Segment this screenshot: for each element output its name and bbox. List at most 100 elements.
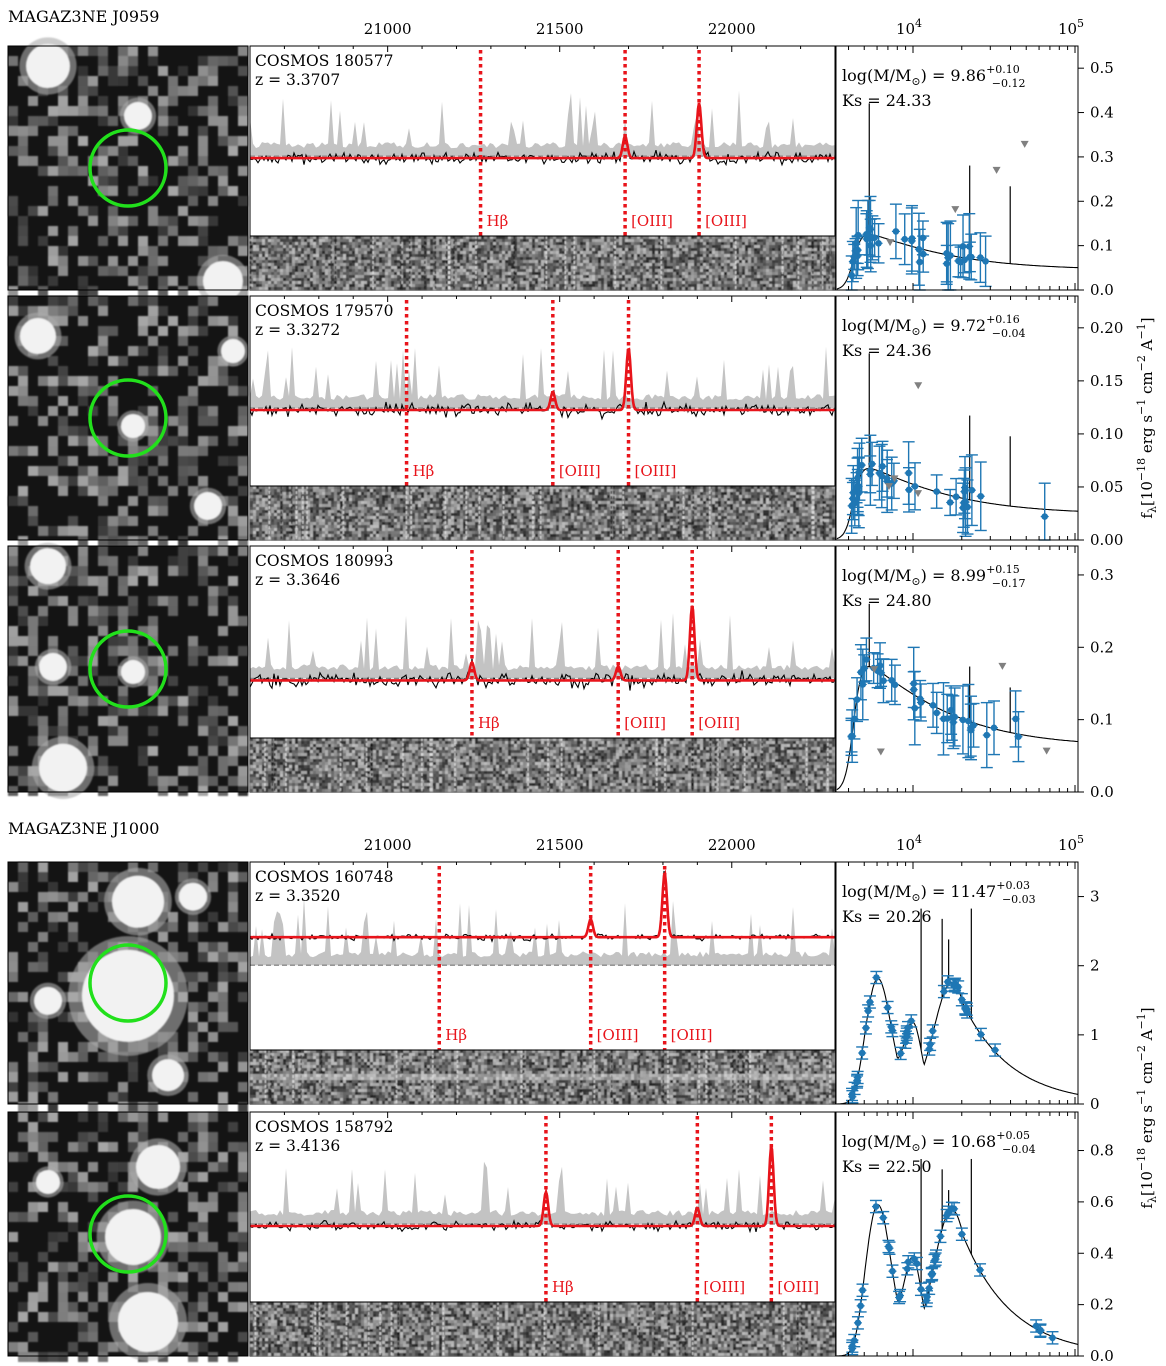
model-fit: [250, 605, 835, 682]
image-cutout: [7, 37, 249, 379]
sed-upper-limit: [914, 490, 923, 498]
model-fit: [250, 347, 835, 412]
sed-photometry-point: [858, 654, 871, 683]
sed-photometry-point: [974, 461, 987, 532]
sed-y-tick-label: 0.4: [1090, 1244, 1114, 1262]
sed-photometry-point: [925, 1267, 938, 1281]
source-id: COSMOS 160748: [255, 868, 393, 886]
emission-line-label: [OIII]: [597, 1026, 639, 1044]
sed-photometry-point: [846, 709, 859, 764]
sed-photometry-point: [873, 445, 886, 501]
sed-photometry-point: [944, 488, 957, 517]
sed-y-tick-label: 0.00: [1090, 531, 1123, 549]
wavelength-tick-label: 21000: [364, 836, 412, 854]
sed-photometry-point: [846, 1087, 859, 1102]
emission-line-label: Hβ: [445, 1026, 467, 1044]
sed-y-tick-label: 0.8: [1090, 1142, 1114, 1160]
sed-wavelength-tick-label: 105: [1058, 17, 1084, 38]
model-fit: [250, 102, 835, 160]
sed-photometry-point: [850, 471, 863, 504]
sed-y-tick-label: 0.4: [1090, 104, 1114, 122]
sed-photometry-point: [876, 440, 889, 492]
sed-photometry-point: [926, 1024, 939, 1038]
sed-photometry-point: [920, 1290, 933, 1304]
sed-photometry-point: [988, 700, 1001, 756]
sed-upper-limit: [1042, 747, 1051, 755]
sed-photometry-point: [955, 1227, 968, 1242]
emission-line-label: [OIII]: [631, 212, 673, 230]
2d-spectrum: [249, 235, 835, 290]
emission-line-label: Hβ: [413, 462, 435, 480]
group-title-j1000: MAGAZ3NE J1000: [8, 819, 159, 838]
sed-photometry-point: [847, 464, 860, 521]
sed-photometry-point: [872, 223, 885, 264]
redshift: z = 3.3707: [255, 71, 340, 89]
sed-photometry-point: [851, 677, 864, 723]
model-fit: [250, 1146, 835, 1228]
group-title-j0959: MAGAZ3NE J0959: [8, 7, 159, 26]
noise-spectrum: [250, 346, 835, 410]
image-cutout: [7, 295, 249, 546]
emission-line-label: [OIII]: [624, 714, 666, 732]
sed-photometry-point: [888, 664, 901, 706]
emission-line-label: Hβ: [552, 1278, 574, 1296]
sed-photometry-point: [923, 1281, 936, 1296]
sed-photometry-point: [1009, 690, 1022, 748]
sed-photometry-point: [930, 474, 943, 509]
sed-y-tick-label: 0.1: [1090, 237, 1114, 255]
noise-spectrum: [250, 90, 835, 159]
sed-upper-limit: [992, 166, 1001, 174]
aperture-circle: [88, 378, 168, 458]
sed-photometry-point: [958, 455, 971, 520]
sed-photometry-point: [856, 1046, 869, 1060]
wavelength-tick-label: 22000: [708, 20, 756, 38]
sed-photometry-point: [902, 441, 915, 505]
sed-y-tick-label: 0: [1090, 1095, 1100, 1113]
sed-photometry-point: [944, 220, 957, 291]
sed-photometry-point: [959, 1002, 972, 1016]
sed-photometry-point: [894, 1046, 907, 1061]
2d-spectrum: [250, 1301, 835, 1356]
sed-photometry-point: [900, 1030, 913, 1044]
emission-line-label: Hβ: [478, 714, 500, 732]
sed-photometry-point: [940, 1208, 953, 1223]
sed-photometry-point: [927, 682, 940, 728]
wavelength-axis-top-j1000: 21000 21500 22000 104 105: [364, 833, 1084, 854]
sed-photometry-point: [862, 1004, 875, 1018]
emission-line-label: [OIII]: [671, 1026, 713, 1044]
sed-photometry-point: [866, 215, 879, 261]
ks-magnitude: Ks = 22.50: [842, 1157, 932, 1176]
sed-upper-limit: [886, 239, 895, 247]
sed-photometry-point: [877, 1210, 890, 1225]
sed-photometry-point: [974, 1027, 987, 1042]
sed-wavelength-tick-label: 104: [896, 833, 922, 854]
sed-y-tick-label: 2: [1090, 957, 1100, 975]
sed-upper-limit: [884, 483, 893, 491]
y-axis-label-top: fλ[10−18 erg s−1 cm−2 A−1]: [1135, 317, 1159, 518]
redshift: z = 3.4136: [255, 1137, 340, 1155]
sed-photometry-point: [851, 1316, 864, 1330]
y-axis-label-bottom: fλ[10−18 erg s−1 cm−2 A−1]: [1135, 1007, 1159, 1208]
sed-y-tick-label: 0.10: [1090, 425, 1123, 443]
sed-upper-limit: [876, 748, 885, 756]
sed-photometry-point: [854, 1299, 867, 1313]
sed-y-tick-label: 0.2: [1090, 192, 1114, 210]
image-cutout: [7, 861, 249, 1112]
sed-y-tick-label: 0.15: [1090, 372, 1123, 390]
sed-photometry-point: [848, 243, 861, 271]
sed-photometry-point: [866, 441, 879, 487]
emission-line-label: [OIII]: [777, 1278, 819, 1296]
2d-spectrum: [250, 737, 835, 792]
sed-photometry-point: [893, 1290, 906, 1305]
aperture-circle: [88, 943, 168, 1023]
sed-photometry-point: [886, 1023, 899, 1038]
sed-upper-limit: [951, 206, 960, 214]
emission-line-label: [OIII]: [705, 212, 747, 230]
2d-spectrum: [250, 1049, 835, 1104]
